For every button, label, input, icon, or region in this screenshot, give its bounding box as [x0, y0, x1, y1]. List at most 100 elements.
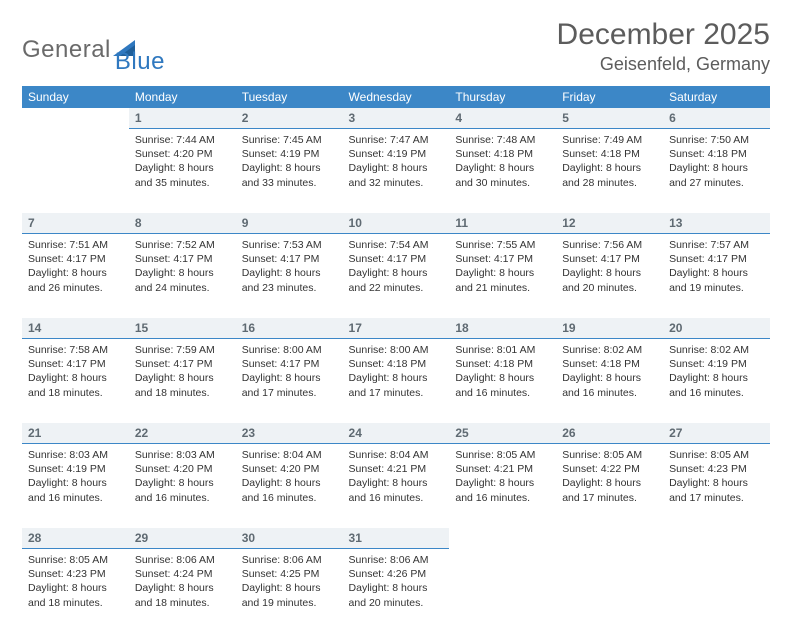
- day-content: Sunrise: 8:04 AMSunset: 4:21 PMDaylight:…: [343, 444, 450, 513]
- day-number: 20: [663, 318, 770, 339]
- day-cell: Sunrise: 8:02 AMSunset: 4:19 PMDaylight:…: [663, 339, 770, 423]
- day-content: Sunrise: 8:05 AMSunset: 4:21 PMDaylight:…: [449, 444, 556, 513]
- day-cell: Sunrise: 8:05 AMSunset: 4:21 PMDaylight:…: [449, 444, 556, 528]
- day-number: 6: [663, 108, 770, 129]
- daynum-row: 14151617181920: [22, 318, 770, 339]
- daycontent-row: Sunrise: 7:51 AMSunset: 4:17 PMDaylight:…: [22, 234, 770, 318]
- day-content: Sunrise: 8:02 AMSunset: 4:18 PMDaylight:…: [556, 339, 663, 408]
- day-cell: Sunrise: 8:01 AMSunset: 4:18 PMDaylight:…: [449, 339, 556, 423]
- day-content: Sunrise: 8:04 AMSunset: 4:20 PMDaylight:…: [236, 444, 343, 513]
- day-cell: Sunrise: 7:51 AMSunset: 4:17 PMDaylight:…: [22, 234, 129, 318]
- logo: General Blue: [22, 24, 165, 76]
- logo-word2: Blue: [115, 48, 165, 76]
- day-number: 17: [343, 318, 450, 339]
- day-cell: Sunrise: 8:00 AMSunset: 4:18 PMDaylight:…: [343, 339, 450, 423]
- day-number: 12: [556, 213, 663, 234]
- month-title: December 2025: [557, 18, 770, 52]
- day-number: 24: [343, 423, 450, 444]
- day-content: Sunrise: 7:45 AMSunset: 4:19 PMDaylight:…: [236, 129, 343, 198]
- day-number: 22: [129, 423, 236, 444]
- weekday-header: Wednesday: [343, 86, 450, 108]
- daycontent-row: Sunrise: 8:05 AMSunset: 4:23 PMDaylight:…: [22, 549, 770, 633]
- day-content: Sunrise: 7:55 AMSunset: 4:17 PMDaylight:…: [449, 234, 556, 303]
- day-number: 18: [449, 318, 556, 339]
- day-content: Sunrise: 8:06 AMSunset: 4:26 PMDaylight:…: [343, 549, 450, 618]
- weekday-header: Saturday: [663, 86, 770, 108]
- day-number: 10: [343, 213, 450, 234]
- day-cell: Sunrise: 7:53 AMSunset: 4:17 PMDaylight:…: [236, 234, 343, 318]
- day-cell: Sunrise: 8:00 AMSunset: 4:17 PMDaylight:…: [236, 339, 343, 423]
- day-content: Sunrise: 7:56 AMSunset: 4:17 PMDaylight:…: [556, 234, 663, 303]
- calendar-body: 123456Sunrise: 7:44 AMSunset: 4:20 PMDay…: [22, 108, 770, 633]
- day-cell: [663, 549, 770, 633]
- day-cell: Sunrise: 8:02 AMSunset: 4:18 PMDaylight:…: [556, 339, 663, 423]
- day-number: 31: [343, 528, 450, 549]
- day-content: Sunrise: 7:48 AMSunset: 4:18 PMDaylight:…: [449, 129, 556, 198]
- day-cell: Sunrise: 8:03 AMSunset: 4:20 PMDaylight:…: [129, 444, 236, 528]
- day-content: Sunrise: 7:50 AMSunset: 4:18 PMDaylight:…: [663, 129, 770, 198]
- day-content: Sunrise: 7:57 AMSunset: 4:17 PMDaylight:…: [663, 234, 770, 303]
- day-cell: [556, 549, 663, 633]
- day-content: Sunrise: 7:53 AMSunset: 4:17 PMDaylight:…: [236, 234, 343, 303]
- day-number: 3: [343, 108, 450, 129]
- empty-day-number: [663, 528, 770, 535]
- daycontent-row: Sunrise: 8:03 AMSunset: 4:19 PMDaylight:…: [22, 444, 770, 528]
- day-number: 4: [449, 108, 556, 129]
- day-cell: Sunrise: 7:59 AMSunset: 4:17 PMDaylight:…: [129, 339, 236, 423]
- day-content: Sunrise: 7:47 AMSunset: 4:19 PMDaylight:…: [343, 129, 450, 198]
- day-number: 5: [556, 108, 663, 129]
- day-content: Sunrise: 8:02 AMSunset: 4:19 PMDaylight:…: [663, 339, 770, 408]
- day-content: Sunrise: 7:49 AMSunset: 4:18 PMDaylight:…: [556, 129, 663, 198]
- daynum-row: 21222324252627: [22, 423, 770, 444]
- weekday-header-row: SundayMondayTuesdayWednesdayThursdayFrid…: [22, 86, 770, 108]
- day-number: 30: [236, 528, 343, 549]
- daycontent-row: Sunrise: 7:58 AMSunset: 4:17 PMDaylight:…: [22, 339, 770, 423]
- day-number: 7: [22, 213, 129, 234]
- daynum-row: 28293031: [22, 528, 770, 549]
- day-content: Sunrise: 8:06 AMSunset: 4:25 PMDaylight:…: [236, 549, 343, 618]
- day-content: Sunrise: 7:52 AMSunset: 4:17 PMDaylight:…: [129, 234, 236, 303]
- empty-day-number: [449, 528, 556, 535]
- title-block: December 2025 Geisenfeld, Germany: [557, 18, 770, 75]
- day-cell: Sunrise: 8:06 AMSunset: 4:24 PMDaylight:…: [129, 549, 236, 633]
- weekday-header: Monday: [129, 86, 236, 108]
- day-content: Sunrise: 8:05 AMSunset: 4:23 PMDaylight:…: [22, 549, 129, 618]
- day-number: 23: [236, 423, 343, 444]
- day-number: 15: [129, 318, 236, 339]
- weekday-header: Tuesday: [236, 86, 343, 108]
- day-number: 28: [22, 528, 129, 549]
- day-number: 16: [236, 318, 343, 339]
- weekday-header: Sunday: [22, 86, 129, 108]
- day-cell: Sunrise: 7:50 AMSunset: 4:18 PMDaylight:…: [663, 129, 770, 213]
- day-content: Sunrise: 8:05 AMSunset: 4:23 PMDaylight:…: [663, 444, 770, 513]
- day-content: Sunrise: 8:00 AMSunset: 4:17 PMDaylight:…: [236, 339, 343, 408]
- day-cell: Sunrise: 8:05 AMSunset: 4:23 PMDaylight:…: [663, 444, 770, 528]
- day-cell: Sunrise: 8:03 AMSunset: 4:19 PMDaylight:…: [22, 444, 129, 528]
- day-cell: [22, 129, 129, 213]
- day-cell: Sunrise: 8:06 AMSunset: 4:25 PMDaylight:…: [236, 549, 343, 633]
- day-content: Sunrise: 7:58 AMSunset: 4:17 PMDaylight:…: [22, 339, 129, 408]
- day-content: Sunrise: 8:06 AMSunset: 4:24 PMDaylight:…: [129, 549, 236, 618]
- logo-word1: General: [22, 36, 111, 64]
- day-number: 19: [556, 318, 663, 339]
- day-cell: Sunrise: 7:49 AMSunset: 4:18 PMDaylight:…: [556, 129, 663, 213]
- day-number: 8: [129, 213, 236, 234]
- day-cell: Sunrise: 7:56 AMSunset: 4:17 PMDaylight:…: [556, 234, 663, 318]
- day-content: Sunrise: 8:03 AMSunset: 4:19 PMDaylight:…: [22, 444, 129, 513]
- day-cell: Sunrise: 8:06 AMSunset: 4:26 PMDaylight:…: [343, 549, 450, 633]
- weekday-header: Friday: [556, 86, 663, 108]
- day-cell: Sunrise: 7:58 AMSunset: 4:17 PMDaylight:…: [22, 339, 129, 423]
- day-content: Sunrise: 7:44 AMSunset: 4:20 PMDaylight:…: [129, 129, 236, 198]
- day-content: Sunrise: 8:03 AMSunset: 4:20 PMDaylight:…: [129, 444, 236, 513]
- location: Geisenfeld, Germany: [557, 54, 770, 75]
- day-cell: Sunrise: 8:05 AMSunset: 4:23 PMDaylight:…: [22, 549, 129, 633]
- day-cell: Sunrise: 7:48 AMSunset: 4:18 PMDaylight:…: [449, 129, 556, 213]
- day-cell: Sunrise: 8:05 AMSunset: 4:22 PMDaylight:…: [556, 444, 663, 528]
- day-cell: Sunrise: 7:52 AMSunset: 4:17 PMDaylight:…: [129, 234, 236, 318]
- day-number: 9: [236, 213, 343, 234]
- day-cell: Sunrise: 7:44 AMSunset: 4:20 PMDaylight:…: [129, 129, 236, 213]
- day-cell: Sunrise: 7:55 AMSunset: 4:17 PMDaylight:…: [449, 234, 556, 318]
- day-number: 1: [129, 108, 236, 129]
- daynum-row: 78910111213: [22, 213, 770, 234]
- day-cell: Sunrise: 7:57 AMSunset: 4:17 PMDaylight:…: [663, 234, 770, 318]
